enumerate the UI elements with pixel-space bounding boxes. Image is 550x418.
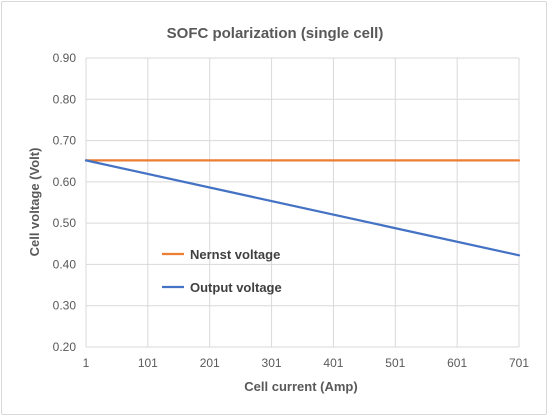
y-tick-label-6: 0.80 xyxy=(53,92,77,106)
x-tick-label-7: 701 xyxy=(509,356,529,370)
x-tick-label-3: 301 xyxy=(262,356,282,370)
legend-label-1: Output voltage xyxy=(190,280,282,295)
x-tick-label-5: 501 xyxy=(385,356,405,370)
x-tick-label-2: 201 xyxy=(200,356,220,370)
y-tick-label-2: 0.40 xyxy=(53,257,77,271)
y-tick-label-7: 0.90 xyxy=(53,51,77,65)
series-lines xyxy=(84,159,521,257)
grid-lines xyxy=(85,57,520,348)
y-tick-label-0: 0.20 xyxy=(53,340,77,354)
x-tick-labels: 1 101 201 301 401 501 601 701 xyxy=(83,356,530,370)
x-tick-label-4: 401 xyxy=(323,356,343,370)
x-tick-label-1: 101 xyxy=(138,356,158,370)
x-tick-label-6: 601 xyxy=(447,356,467,370)
chart-title: SOFC polarization (single cell) xyxy=(167,25,384,42)
legend-label-0: Nernst voltage xyxy=(190,247,280,262)
y-tick-label-3: 0.50 xyxy=(53,216,77,230)
y-tick-labels: 0.20 0.30 0.40 0.50 0.60 0.70 0.80 0.90 xyxy=(53,51,77,354)
y-tick-label-4: 0.60 xyxy=(53,175,77,189)
y-axis-title: Cell voltage (Volt) xyxy=(27,148,42,257)
series-line-output-voltage xyxy=(84,159,521,257)
x-axis-title: Cell current (Amp) xyxy=(244,379,357,394)
y-tick-label-5: 0.70 xyxy=(53,134,77,148)
legend: Nernst voltage Output voltage xyxy=(162,247,282,295)
y-tick-label-1: 0.30 xyxy=(53,299,77,313)
x-tick-label-0: 1 xyxy=(83,356,90,370)
